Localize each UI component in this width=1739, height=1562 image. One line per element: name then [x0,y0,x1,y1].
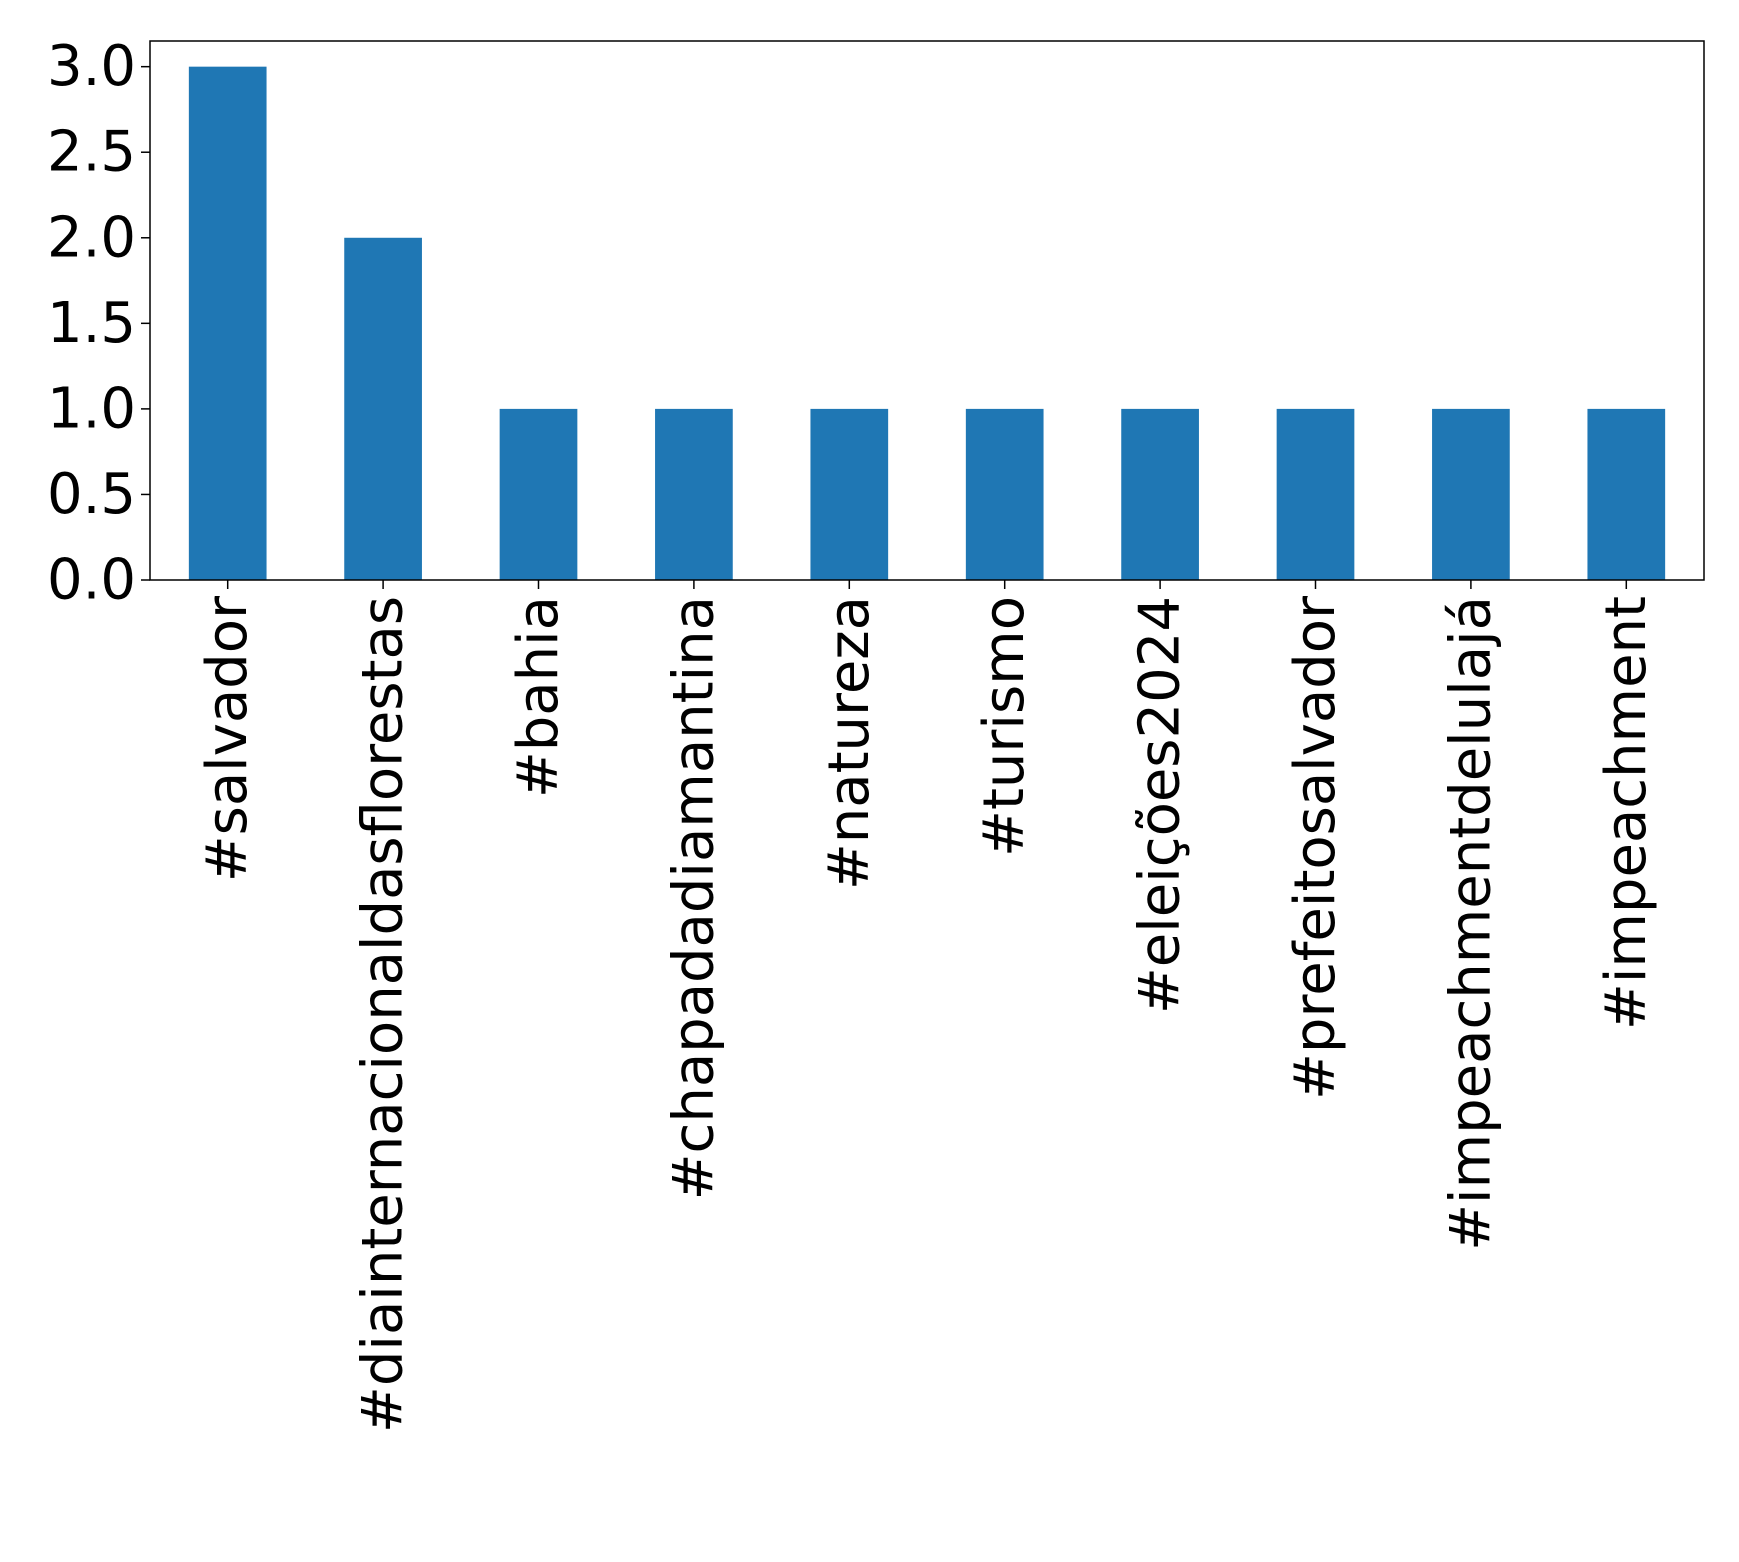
bar-5 [965,408,1044,580]
y-tick-label: 0.5 [47,462,136,527]
bar-2 [499,408,578,580]
y-tick-label: 2.5 [47,120,136,185]
x-tick-label: #eleições2024 [1128,596,1193,1014]
y-tick-label: 3.0 [47,34,136,99]
x-tick-label: #impeachmentdelulajá [1438,596,1503,1251]
y-tick-label: 1.0 [47,376,136,441]
x-tick-label: #diainternacionaldasflorestas [351,596,416,1433]
x-axis: #salvador #diainternacionaldasflorestas #b… [195,580,1659,1433]
bar-4 [810,408,889,580]
x-tick-label: #chapadadiamantina [661,596,726,1200]
bar-3 [655,408,733,580]
bar-6 [1121,408,1199,580]
y-tick-label: 2.0 [47,205,136,270]
bars-group [188,66,1666,580]
x-tick-label: #bahia [506,596,571,798]
bar-0 [188,66,267,580]
bar-7 [1276,408,1355,580]
x-tick-label: #salvador [195,595,260,882]
plot-frame [149,40,1705,581]
y-tick-label: 1.5 [47,291,136,356]
x-tick-label: #impeachment [1594,596,1659,1030]
y-axis: 0.0 0.5 1.0 1.5 2.0 2.5 3.0 [47,34,150,613]
bar-9 [1587,408,1666,580]
x-tick-label: #turismo [972,596,1037,857]
bar-8 [1432,408,1510,580]
x-tick-label: #natureza [817,596,882,890]
bar-1 [344,237,422,580]
x-tick-label: #prefeitosalvador [1283,595,1348,1100]
y-tick-label: 0.0 [47,548,136,613]
